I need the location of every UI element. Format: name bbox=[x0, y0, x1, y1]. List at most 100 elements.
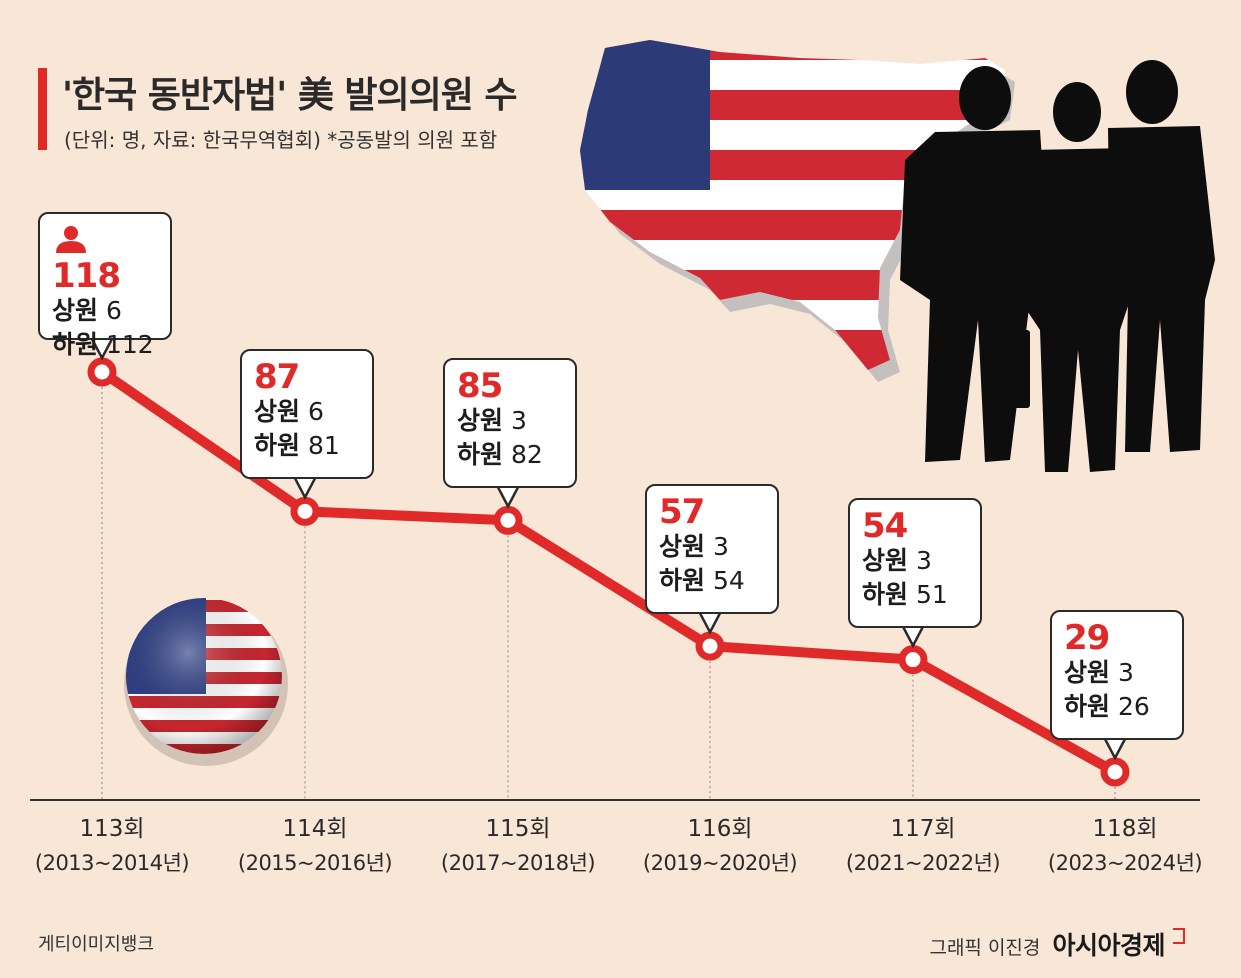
x-tick-session: 117회 bbox=[890, 816, 956, 842]
house-row: 하원 112 bbox=[52, 328, 158, 362]
senate-row: 상원 3 bbox=[862, 544, 968, 578]
x-tick-years: (2019~2020년) bbox=[642, 851, 798, 875]
callout-box: 57 상원 3 하원 54 bbox=[645, 484, 779, 615]
data-label-total: 54 bbox=[862, 508, 968, 544]
series-line bbox=[99, 367, 1118, 777]
drop-lines bbox=[101, 372, 1116, 800]
x-tick-label: 117회 (2021~2022년) bbox=[823, 812, 1023, 880]
senate-row: 상원 3 bbox=[659, 530, 765, 564]
x-tick-label: 116회 (2019~2020년) bbox=[620, 812, 820, 880]
senate-row: 상원 3 bbox=[1064, 656, 1170, 690]
data-point bbox=[87, 357, 117, 387]
chart-subtitle: (단위: 명, 자료: 한국무역협회) *공동발의 의원 포함 bbox=[64, 128, 498, 152]
house-row: 하원 54 bbox=[659, 564, 765, 598]
businessmen-silhouette bbox=[900, 60, 1215, 472]
chart-title: '한국 동반자법' 美 발의의원 수 bbox=[62, 75, 517, 116]
house-row: 하원 26 bbox=[1064, 690, 1170, 724]
total-value: 87 bbox=[254, 357, 300, 398]
x-tick-years: (2013~2014년) bbox=[34, 851, 190, 875]
house-label: 하원 bbox=[457, 440, 504, 470]
graphic-credit: 그래픽 이진경 아시아경제 bbox=[929, 926, 1185, 962]
senate-label: 상원 bbox=[254, 397, 301, 427]
data-point bbox=[898, 645, 928, 675]
house-label: 하원 bbox=[862, 579, 909, 609]
x-tick-years: (2017~2018년) bbox=[440, 851, 596, 875]
house-label: 하원 bbox=[254, 431, 301, 461]
data-label-total: 85 bbox=[457, 368, 563, 404]
x-tick-session: 116회 bbox=[687, 816, 753, 842]
senate-label: 상원 bbox=[659, 532, 706, 562]
data-point bbox=[695, 631, 725, 661]
senate-label: 상원 bbox=[52, 296, 99, 325]
house-row: 하원 81 bbox=[254, 429, 360, 463]
callout-pointer bbox=[293, 477, 317, 501]
house-row: 하원 82 bbox=[457, 438, 563, 472]
senate-value: 3 bbox=[503, 406, 527, 436]
brand-mark-icon bbox=[1173, 928, 1185, 944]
total-value: 57 bbox=[659, 492, 705, 533]
callout-box: 118 상원 6 하원 112 bbox=[38, 212, 172, 359]
person-icon bbox=[56, 226, 86, 253]
total-value: 118 bbox=[52, 256, 121, 296]
callout-pointer bbox=[1103, 738, 1127, 761]
callout-pointers bbox=[90, 338, 1127, 761]
senate-row: 상원 3 bbox=[457, 404, 563, 438]
data-point bbox=[1100, 757, 1130, 787]
house-value: 112 bbox=[98, 330, 154, 359]
data-label-total: 57 bbox=[659, 494, 765, 530]
house-row: 하원 51 bbox=[862, 578, 968, 612]
house-label: 하원 bbox=[52, 330, 99, 359]
x-tick-label: 114회 (2015~2016년) bbox=[215, 812, 415, 880]
data-point bbox=[290, 496, 320, 526]
x-tick-years: (2021~2022년) bbox=[845, 851, 1001, 875]
flag-ball bbox=[124, 598, 288, 766]
house-value: 54 bbox=[705, 566, 745, 596]
callout-pointer bbox=[496, 486, 520, 509]
senate-value: 3 bbox=[705, 532, 729, 562]
total-value: 54 bbox=[862, 505, 908, 546]
point-markers bbox=[87, 357, 1130, 787]
senate-value: 3 bbox=[908, 545, 932, 575]
senate-value: 3 bbox=[1110, 658, 1134, 687]
x-tick-years: (2023~2024년) bbox=[1047, 851, 1203, 875]
house-label: 하원 bbox=[1064, 692, 1111, 721]
callout-box: 87 상원 6 하원 81 bbox=[240, 349, 374, 480]
house-value: 82 bbox=[503, 440, 543, 470]
senate-label: 상원 bbox=[457, 406, 504, 436]
x-tick-session: 118회 bbox=[1092, 816, 1158, 842]
callout-box: 54 상원 3 하원 51 bbox=[848, 497, 982, 628]
house-label: 하원 bbox=[659, 566, 706, 596]
senate-label: 상원 bbox=[1064, 658, 1111, 687]
senate-row: 상원 6 bbox=[52, 294, 158, 328]
callout-box: 85 상원 3 하원 82 bbox=[443, 358, 577, 489]
callout-pointer bbox=[90, 338, 114, 361]
x-tick-years: (2015~2016년) bbox=[237, 851, 393, 875]
data-label-total: 118 bbox=[52, 222, 158, 294]
house-value: 26 bbox=[1110, 692, 1150, 721]
data-point bbox=[493, 505, 523, 535]
x-tick-session: 115회 bbox=[485, 816, 551, 842]
house-value: 51 bbox=[908, 579, 948, 609]
senate-row: 상원 6 bbox=[254, 395, 360, 429]
x-tick-label: 115회 (2017~2018년) bbox=[418, 812, 618, 880]
brand-logo: 아시아경제 bbox=[1052, 931, 1165, 960]
total-value: 29 bbox=[1064, 618, 1110, 658]
graphic-credit-text: 그래픽 이진경 bbox=[929, 937, 1041, 959]
callout-box: 29 상원 3 하원 26 bbox=[1050, 610, 1184, 740]
data-label-total: 87 bbox=[254, 359, 360, 395]
title-accent-bar bbox=[38, 68, 47, 150]
senate-value: 6 bbox=[98, 296, 122, 325]
image-source-credit: 게티이미지뱅크 bbox=[38, 934, 154, 955]
x-tick-label: 118회 (2023~2024년) bbox=[1025, 812, 1225, 880]
senate-value: 6 bbox=[300, 397, 324, 427]
x-tick-session: 114회 bbox=[282, 816, 348, 842]
callout-pointer bbox=[901, 626, 925, 649]
x-tick-label: 113회 (2013~2014년) bbox=[12, 812, 212, 880]
x-tick-session: 113회 bbox=[79, 816, 145, 842]
house-value: 81 bbox=[300, 431, 340, 461]
callout-pointer bbox=[698, 612, 722, 635]
data-label-total: 29 bbox=[1064, 620, 1170, 656]
senate-label: 상원 bbox=[862, 545, 909, 575]
total-value: 85 bbox=[457, 366, 503, 407]
